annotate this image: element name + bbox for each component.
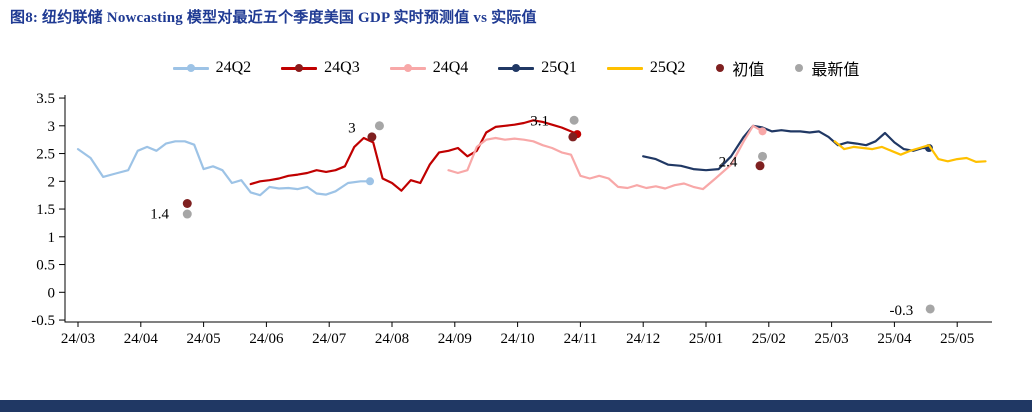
annotation--0.3: -0.3 [889, 303, 913, 319]
x-tick-label: 24/05 [187, 331, 221, 347]
legend-label-25q1: 25Q1 [541, 59, 577, 76]
x-tick-label: 24/06 [249, 331, 284, 347]
x-tick-label: 24/09 [438, 331, 472, 347]
legend-glyph-24q4-icon [389, 63, 426, 73]
actual-dot-initial-24q3 [568, 132, 578, 142]
series-end-marker-24Q2 [366, 177, 375, 186]
y-tick-label: 0.5 [36, 258, 55, 274]
y-tick-label: 3.5 [36, 91, 55, 107]
legend-item-chuzhi: 初值 [715, 56, 764, 80]
legend-glyph-25q2-icon [606, 63, 643, 73]
actual-dot-latest-24q3 [569, 115, 579, 125]
x-tick-label: 25/03 [815, 331, 849, 347]
x-tick-label: 25/05 [940, 331, 974, 347]
legend-item-zuixinzhi: 最新值 [794, 56, 859, 80]
x-tick-label: 24/11 [564, 331, 598, 347]
x-tick-label: 24/07 [312, 331, 347, 347]
chart-legend: 24Q2 24Q3 24Q4 25Q1 25Q2 初值 最新值 [0, 56, 1032, 80]
series-line-25Q1 [642, 124, 931, 172]
x-tick-label: 24/08 [375, 331, 409, 347]
legend-glyph-25q1-icon [498, 63, 535, 73]
footer-bar [0, 400, 1032, 412]
figure-title: 图8: 纽约联储 Nowcasting 模型对最近五个季度美国 GDP 实时预测… [10, 10, 537, 26]
x-tick-label: 24/10 [501, 331, 535, 347]
legend-item-24q2: 24Q2 [172, 59, 252, 77]
legend-glyph-24q2-icon [172, 63, 209, 73]
legend-label-24q4: 24Q4 [432, 59, 469, 76]
y-tick-label: 3 [48, 119, 56, 135]
legend-label-25q2: 25Q2 [649, 59, 686, 76]
actual-dot-latest-24q1 [182, 209, 192, 219]
series-end-marker-24Q4 [758, 127, 767, 136]
y-tick-label: 1 [48, 230, 56, 246]
x-tick-label: 24/12 [626, 331, 660, 347]
x-tick-label: 25/04 [877, 331, 912, 347]
annotation-3.1: 3.1 [530, 113, 549, 129]
x-tick-label: 24/04 [124, 331, 159, 347]
annotation-2.4: 2.4 [719, 154, 738, 170]
y-tick-label: -0.5 [31, 313, 55, 329]
x-tick-label: 25/02 [752, 331, 786, 347]
legend-label-24q2: 24Q2 [215, 59, 252, 76]
series-line-25Q2 [833, 140, 987, 163]
annotation-1.4: 1.4 [150, 206, 169, 222]
series-line-24Q2 [76, 140, 372, 197]
actual-dot-initial-24q2 [367, 132, 377, 142]
actual-dot-latest-24q2 [374, 121, 384, 131]
y-tick-label: 2 [48, 174, 56, 190]
legend-glyph-chuzhi-icon [715, 63, 725, 73]
y-tick-label: 1.5 [36, 202, 55, 218]
legend-glyph-zuixinzhi-icon [794, 63, 804, 73]
legend-item-24q4: 24Q4 [389, 59, 469, 77]
actual-dot-initial-24q1 [182, 199, 192, 208]
actual-dot-latest-25q1 [925, 304, 935, 314]
legend-item-25q1: 25Q1 [498, 59, 577, 77]
y-tick-label: 0 [48, 285, 56, 301]
legend-glyph-24q3-icon [281, 63, 318, 73]
legend-item-25q2: 25Q2 [606, 59, 686, 77]
actual-dot-latest-24q4 [758, 151, 768, 161]
axes [64, 95, 992, 323]
series-line-24Q4 [447, 124, 764, 191]
chart-canvas: 3.5 3 2.5 2 1.5 1 0.5 0 -0.5 24/03 24/04 24/05 24/06… [31, 91, 992, 347]
annotation-3: 3 [348, 120, 356, 136]
legend-label-24q3: 24Q3 [324, 59, 360, 76]
x-tick-label: 25/01 [689, 331, 723, 347]
y-tick-label: 2.5 [36, 147, 55, 163]
x-tick-label: 24/03 [61, 331, 95, 347]
legend-item-24q3: 24Q3 [281, 59, 360, 77]
actual-dot-initial-24q4 [755, 161, 765, 171]
series-line-24Q3 [249, 119, 579, 192]
legend-label-chuzhi: 初值 [732, 62, 765, 79]
legend-label-zuixinzhi: 最新值 [811, 62, 860, 79]
